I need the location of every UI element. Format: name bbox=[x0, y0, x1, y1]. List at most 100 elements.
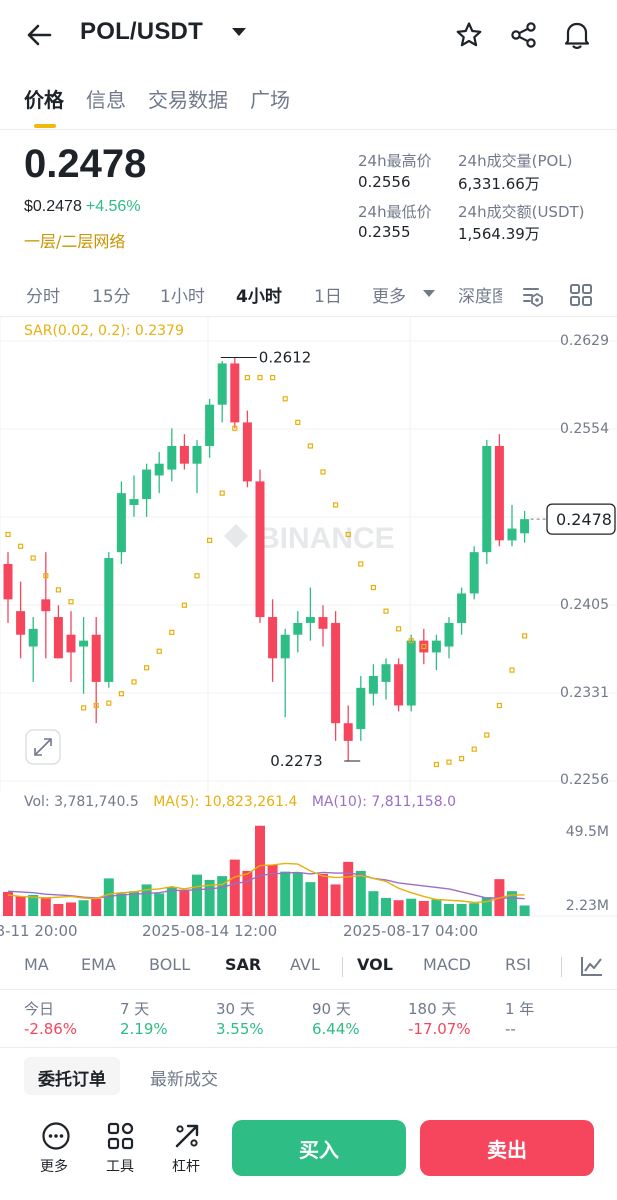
binance-logo-icon bbox=[224, 524, 248, 548]
candle-body bbox=[53, 617, 63, 659]
tab-price[interactable]: 价格 bbox=[24, 88, 64, 112]
candle-body bbox=[268, 617, 278, 659]
divider bbox=[0, 129, 617, 130]
timeframe-4h[interactable]: 4小时 bbox=[236, 287, 282, 307]
sar-dot bbox=[257, 374, 263, 381]
bell-icon[interactable] bbox=[563, 20, 591, 50]
volume-bar bbox=[217, 876, 228, 916]
volume-bar bbox=[154, 893, 165, 916]
sar-dot bbox=[93, 702, 99, 709]
volume-y-label: 2.23M bbox=[565, 898, 609, 914]
leverage-label[interactable]: 杠杆 bbox=[172, 1159, 200, 1175]
usd-price-row: $0.2478 +4.56% bbox=[24, 198, 141, 216]
candle-body bbox=[394, 664, 404, 706]
perf-label: 今日 bbox=[24, 1000, 55, 1018]
grid-layout-icon[interactable] bbox=[570, 284, 592, 306]
volume-bar bbox=[91, 898, 102, 916]
sell-button[interactable]: 卖出 bbox=[420, 1120, 594, 1176]
more-icon[interactable] bbox=[41, 1121, 71, 1151]
candle-body bbox=[482, 445, 492, 553]
candle-body bbox=[3, 563, 13, 600]
volume-bar bbox=[267, 864, 278, 916]
perf-value: 3.55% bbox=[216, 1020, 264, 1038]
sar-dot bbox=[396, 626, 402, 632]
candle-body bbox=[368, 676, 378, 694]
sar-dot bbox=[345, 531, 351, 538]
indicator-ema[interactable]: EMA bbox=[81, 955, 116, 974]
tab-trading-data[interactable]: 交易数据 bbox=[148, 88, 228, 112]
indicator-vol[interactable]: VOL bbox=[357, 955, 393, 974]
candle-body bbox=[520, 519, 530, 534]
expand-icon bbox=[34, 738, 52, 756]
sar-dot bbox=[5, 531, 11, 538]
volume-pol-value: 6,331.66万 bbox=[458, 175, 540, 193]
sar-dot bbox=[509, 667, 515, 673]
volume-bar bbox=[330, 884, 341, 916]
volume-bar bbox=[15, 896, 26, 916]
chart-settings-icon[interactable] bbox=[522, 284, 544, 308]
candle-body bbox=[142, 469, 152, 500]
indicator-settings-icon[interactable] bbox=[580, 955, 604, 977]
indicator-sar[interactable]: SAR bbox=[225, 955, 262, 974]
last-price-tag-box bbox=[546, 503, 616, 535]
candle-body bbox=[507, 528, 517, 541]
candle-body bbox=[343, 723, 353, 741]
share-icon[interactable] bbox=[510, 21, 538, 49]
sar-dot bbox=[232, 425, 238, 431]
star-icon[interactable] bbox=[455, 21, 483, 49]
volume-bar bbox=[292, 872, 303, 916]
timeframe-depth[interactable]: 深度图 bbox=[458, 287, 502, 307]
timeframe-15m[interactable]: 15分 bbox=[92, 287, 131, 307]
tab-square[interactable]: 广场 bbox=[250, 88, 290, 112]
volume-chart[interactable] bbox=[0, 814, 617, 918]
volume-bar bbox=[355, 870, 366, 916]
y-axis-label: 0.2554 bbox=[560, 421, 609, 437]
volume-bar bbox=[368, 891, 379, 916]
perf-label: 30 天 bbox=[216, 1000, 255, 1018]
caret-down-icon[interactable] bbox=[232, 28, 246, 36]
buy-button[interactable]: 买入 bbox=[232, 1120, 406, 1176]
candle-body bbox=[305, 617, 315, 623]
tab-open-orders[interactable]: 委托订单 bbox=[24, 1057, 120, 1095]
candle-body bbox=[318, 617, 328, 629]
candle-body bbox=[192, 445, 202, 464]
candle-body bbox=[104, 558, 114, 682]
network-tag[interactable]: 一层/二层网络 bbox=[24, 232, 126, 251]
candlestick-chart[interactable]: BINANCE 0.2612 0.2273 0.2478 bbox=[0, 316, 617, 792]
candle-body bbox=[280, 634, 290, 659]
x-axis-label: 2025-08-17 04:00 bbox=[343, 922, 479, 940]
sar-dot bbox=[383, 608, 389, 614]
indicator-ma[interactable]: MA bbox=[24, 955, 49, 974]
trading-pair-title[interactable]: POL/USDT bbox=[80, 18, 203, 45]
sar-dot bbox=[43, 573, 49, 579]
header-bar: POL/USDT bbox=[0, 0, 617, 72]
timeframe-1h[interactable]: 1小时 bbox=[160, 287, 205, 307]
indicator-macd[interactable]: MACD bbox=[423, 955, 471, 974]
candle-body bbox=[469, 552, 479, 594]
tab-info[interactable]: 信息 bbox=[86, 88, 126, 112]
indicator-boll[interactable]: BOLL bbox=[149, 955, 191, 974]
timeframe-time-share[interactable]: 分时 bbox=[26, 287, 60, 307]
volume-bar bbox=[192, 874, 202, 916]
low-24h-value: 0.2355 bbox=[358, 223, 411, 241]
volume-bar bbox=[406, 898, 417, 916]
tools-label[interactable]: 工具 bbox=[106, 1159, 134, 1175]
indicator-rsi[interactable]: RSI bbox=[505, 955, 531, 974]
timeframe-1d[interactable]: 1日 bbox=[314, 287, 342, 307]
divider bbox=[0, 316, 617, 317]
perf-value: -17.07% bbox=[408, 1020, 471, 1038]
timeframe-more[interactable]: 更多 bbox=[372, 287, 406, 307]
back-arrow-icon[interactable] bbox=[26, 22, 52, 48]
more-label[interactable]: 更多 bbox=[40, 1159, 68, 1175]
candle-body bbox=[91, 634, 101, 682]
perf-label: 7 天 bbox=[120, 1000, 150, 1018]
volume-bar bbox=[242, 870, 253, 916]
volume-pol-label: 24h成交量(POL) bbox=[458, 152, 573, 170]
indicator-avl[interactable]: AVL bbox=[290, 955, 320, 974]
volume-bar bbox=[40, 897, 51, 916]
timeframe-bar: 分时 15分 1小时 4小时 1日 更多 深度图 bbox=[0, 282, 617, 308]
tools-icon[interactable] bbox=[107, 1122, 135, 1150]
leverage-icon[interactable] bbox=[173, 1122, 201, 1150]
tab-latest-trades[interactable]: 最新成交 bbox=[150, 1070, 218, 1090]
sar-dot bbox=[219, 490, 225, 496]
